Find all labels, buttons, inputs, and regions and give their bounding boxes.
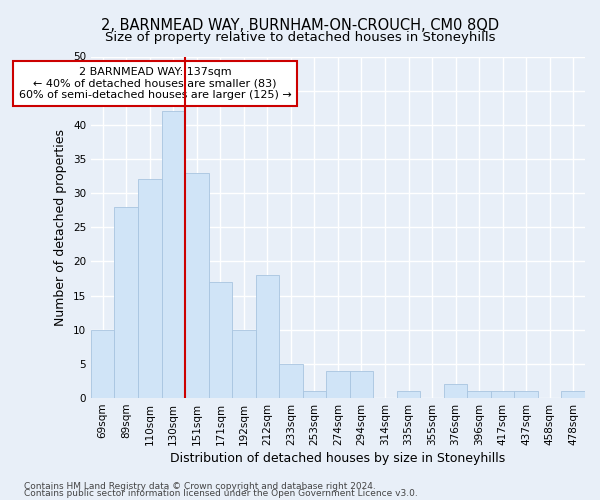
Bar xyxy=(161,111,185,398)
Bar xyxy=(91,330,115,398)
Bar xyxy=(256,275,279,398)
Bar xyxy=(350,370,373,398)
Y-axis label: Number of detached properties: Number of detached properties xyxy=(54,129,67,326)
Bar xyxy=(397,391,421,398)
Text: Contains public sector information licensed under the Open Government Licence v3: Contains public sector information licen… xyxy=(24,490,418,498)
Bar xyxy=(209,282,232,398)
Bar xyxy=(302,391,326,398)
Text: 2, BARNMEAD WAY, BURNHAM-ON-CROUCH, CM0 8QD: 2, BARNMEAD WAY, BURNHAM-ON-CROUCH, CM0 … xyxy=(101,18,499,32)
Text: Contains HM Land Registry data © Crown copyright and database right 2024.: Contains HM Land Registry data © Crown c… xyxy=(24,482,376,491)
X-axis label: Distribution of detached houses by size in Stoneyhills: Distribution of detached houses by size … xyxy=(170,452,506,465)
Bar xyxy=(326,370,350,398)
Bar xyxy=(232,330,256,398)
Text: Size of property relative to detached houses in Stoneyhills: Size of property relative to detached ho… xyxy=(105,31,495,44)
Text: 2 BARNMEAD WAY: 137sqm
← 40% of detached houses are smaller (83)
60% of semi-det: 2 BARNMEAD WAY: 137sqm ← 40% of detached… xyxy=(19,66,292,100)
Bar xyxy=(279,364,302,398)
Bar xyxy=(491,391,514,398)
Bar xyxy=(514,391,538,398)
Bar xyxy=(467,391,491,398)
Bar xyxy=(562,391,585,398)
Bar xyxy=(185,172,209,398)
Bar xyxy=(444,384,467,398)
Bar xyxy=(115,207,138,398)
Bar xyxy=(138,180,161,398)
